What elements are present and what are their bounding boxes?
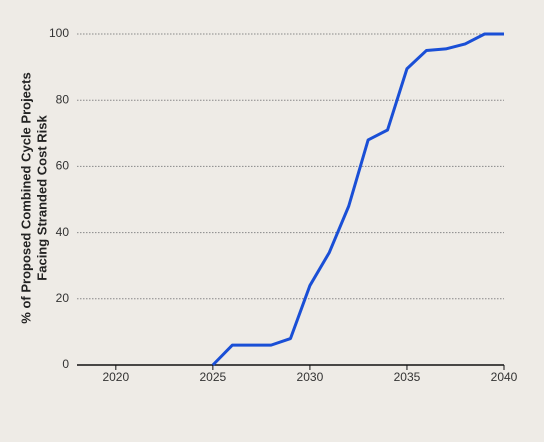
data-line: [211, 32, 504, 367]
y-tick-label: 20: [56, 291, 70, 305]
x-tick-label: 2020: [102, 370, 129, 384]
y-tick-label: 100: [49, 26, 69, 40]
x-tick-label: 2030: [297, 370, 324, 384]
y-axis-label: Facing Stranded Cost Risk: [34, 115, 49, 281]
y-tick-label: 60: [56, 159, 70, 173]
y-axis-label: % of Proposed Combined Cycle Projects: [18, 72, 33, 323]
y-tick-label: 80: [56, 92, 70, 106]
y-tick-label: 40: [56, 225, 70, 239]
x-tick-label: 2025: [200, 370, 227, 384]
x-tick-label: 2040: [491, 370, 518, 384]
y-tick-label: 0: [62, 357, 69, 371]
x-tick-label: 2035: [394, 370, 421, 384]
